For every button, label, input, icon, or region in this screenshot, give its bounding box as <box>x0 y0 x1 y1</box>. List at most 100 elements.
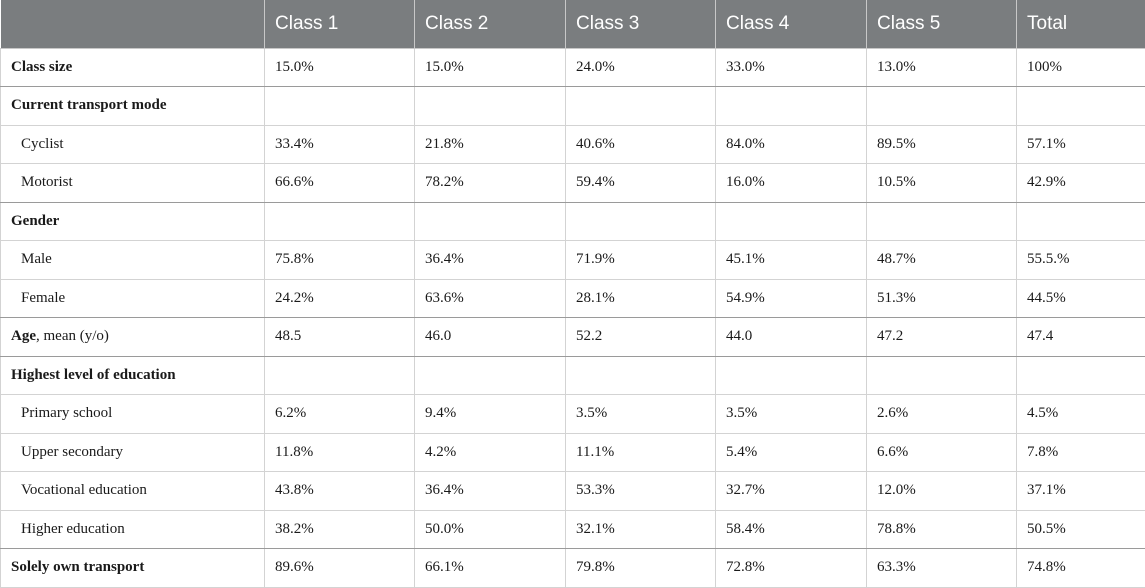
table-cell: 44.0 <box>716 318 867 357</box>
table-cell: 46.0 <box>415 318 566 357</box>
table-cell: 24.2% <box>265 279 415 318</box>
table-cell: 75.8% <box>265 241 415 280</box>
table-cell: 15.0% <box>415 48 566 87</box>
table-cell: 12.0% <box>867 472 1017 511</box>
table-cell <box>716 202 867 241</box>
header-cell-total: Total <box>1017 0 1145 48</box>
table-cell: 89.5% <box>867 125 1017 164</box>
row-label: Age, mean (y/o) <box>1 318 265 357</box>
table-cell: 72.8% <box>716 549 867 588</box>
table-cell: 5.4% <box>716 433 867 472</box>
row-label: Primary school <box>1 395 265 434</box>
row-label-text: Higher education <box>21 521 125 537</box>
row-label: Male <box>1 241 265 280</box>
row-label-text: Female <box>21 290 65 306</box>
table-cell: 15.0% <box>265 48 415 87</box>
table-row: Solely own transport 89.6%66.1%79.8%72.8%… <box>1 549 1145 588</box>
table-cell: 11.1% <box>566 433 716 472</box>
row-label: Highest level of education <box>1 356 265 395</box>
table-cell: 63.3% <box>867 549 1017 588</box>
table-cell: 32.1% <box>566 510 716 549</box>
table-cell: 51.3% <box>867 279 1017 318</box>
table-cell <box>1017 202 1145 241</box>
row-label: Cyclist <box>1 125 265 164</box>
row-label: Gender <box>1 202 265 241</box>
table-cell: 21.8% <box>415 125 566 164</box>
header-cell-class-5: Class 5 <box>867 0 1017 48</box>
table-cell: 28.1% <box>566 279 716 318</box>
row-label: Vocational education <box>1 472 265 511</box>
table-cell: 4.5% <box>1017 395 1145 434</box>
table-row: Highest level of education <box>1 356 1145 395</box>
table-cell: 11.8% <box>265 433 415 472</box>
table-cell: 89.6% <box>265 549 415 588</box>
table-cell: 50.5% <box>1017 510 1145 549</box>
table-cell: 33.0% <box>716 48 867 87</box>
table-cell <box>265 356 415 395</box>
table-cell: 78.2% <box>415 164 566 203</box>
table-cell: 47.2 <box>867 318 1017 357</box>
row-label-text: Vocational education <box>21 482 147 498</box>
table-cell <box>566 87 716 126</box>
table-cell: 3.5% <box>566 395 716 434</box>
row-label: Solely own transport <box>1 549 265 588</box>
table-cell: 10.5% <box>867 164 1017 203</box>
table-cell: 38.2% <box>265 510 415 549</box>
table-cell: 13.0% <box>867 48 1017 87</box>
table-cell: 36.4% <box>415 472 566 511</box>
table-cell: 58.4% <box>716 510 867 549</box>
table-cell: 78.8% <box>867 510 1017 549</box>
row-label-text: Highest level of education <box>11 367 176 383</box>
table-cell: 79.8% <box>566 549 716 588</box>
table-cell: 50.0% <box>415 510 566 549</box>
row-label-text: Age <box>11 328 36 344</box>
table-cell: 3.5% <box>716 395 867 434</box>
table-cell <box>867 356 1017 395</box>
row-label-text: Current transport mode <box>11 97 167 113</box>
table-cell: 6.6% <box>867 433 1017 472</box>
table-cell: 55.5.% <box>1017 241 1145 280</box>
table-row: Current transport mode <box>1 87 1145 126</box>
table-cell: 7.8% <box>1017 433 1145 472</box>
table-row: Gender <box>1 202 1145 241</box>
table-cell: 71.9% <box>566 241 716 280</box>
table-cell <box>415 202 566 241</box>
header-cell-class-3: Class 3 <box>566 0 716 48</box>
table-cell <box>566 202 716 241</box>
table-cell <box>566 356 716 395</box>
table-cell: 16.0% <box>716 164 867 203</box>
row-label-text: Solely own transport <box>11 559 144 575</box>
table-cell: 52.2 <box>566 318 716 357</box>
row-label: Female <box>1 279 265 318</box>
table-cell: 48.7% <box>867 241 1017 280</box>
row-label: Higher education <box>1 510 265 549</box>
row-label-text: Class size <box>11 59 72 75</box>
table-cell: 43.8% <box>265 472 415 511</box>
table-cell: 44.5% <box>1017 279 1145 318</box>
table-cell: 66.6% <box>265 164 415 203</box>
table-cell <box>1017 87 1145 126</box>
table-cell: 66.1% <box>415 549 566 588</box>
row-label-text: Cyclist <box>21 136 64 152</box>
table-cell: 9.4% <box>415 395 566 434</box>
table-cell: 33.4% <box>265 125 415 164</box>
row-label: Class size <box>1 48 265 87</box>
table-cell: 47.4 <box>1017 318 1145 357</box>
header-cell-class-1: Class 1 <box>265 0 415 48</box>
table-cell <box>415 356 566 395</box>
row-label-text: Male <box>21 251 52 267</box>
table-cell: 37.1% <box>1017 472 1145 511</box>
header-row: Class 1 Class 2 Class 3 Class 4 Class 5 … <box>1 0 1145 48</box>
table-cell: 48.5 <box>265 318 415 357</box>
table-cell: 57.1% <box>1017 125 1145 164</box>
row-label: Motorist <box>1 164 265 203</box>
table-cell <box>867 87 1017 126</box>
table-cell: 100% <box>1017 48 1145 87</box>
